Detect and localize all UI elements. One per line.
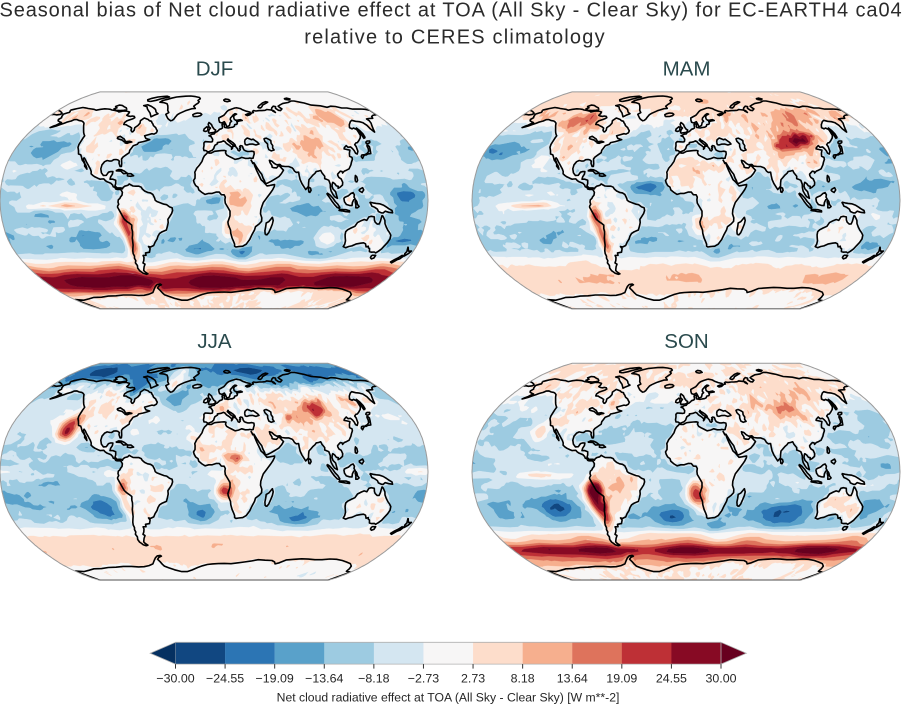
svg-text:−30.00: −30.00 xyxy=(156,671,194,685)
svg-text:2.73: 2.73 xyxy=(461,671,485,685)
svg-text:8.18: 8.18 xyxy=(511,671,535,685)
svg-text:Seasonal bias of Net cloud rad: Seasonal bias of Net cloud radiative eff… xyxy=(0,0,902,21)
svg-text:−2.73: −2.73 xyxy=(408,671,439,685)
svg-text:JJA: JJA xyxy=(197,330,232,353)
svg-text:24.55: 24.55 xyxy=(656,671,687,685)
svg-text:relative to CERES climatology: relative to CERES climatology xyxy=(304,26,606,48)
svg-text:−24.55: −24.55 xyxy=(206,671,244,685)
svg-text:19.09: 19.09 xyxy=(606,671,637,685)
svg-text:MAM: MAM xyxy=(663,58,711,81)
svg-text:13.64: 13.64 xyxy=(557,671,588,685)
svg-text:DJF: DJF xyxy=(196,58,234,81)
svg-text:Net cloud radiative effect at: Net cloud radiative effect at TOA (All S… xyxy=(277,691,620,705)
svg-text:SON: SON xyxy=(664,330,708,353)
svg-text:−8.18: −8.18 xyxy=(358,671,389,685)
svg-text:−19.09: −19.09 xyxy=(256,671,294,685)
svg-text:−13.64: −13.64 xyxy=(305,671,343,685)
svg-text:30.00: 30.00 xyxy=(705,671,736,685)
